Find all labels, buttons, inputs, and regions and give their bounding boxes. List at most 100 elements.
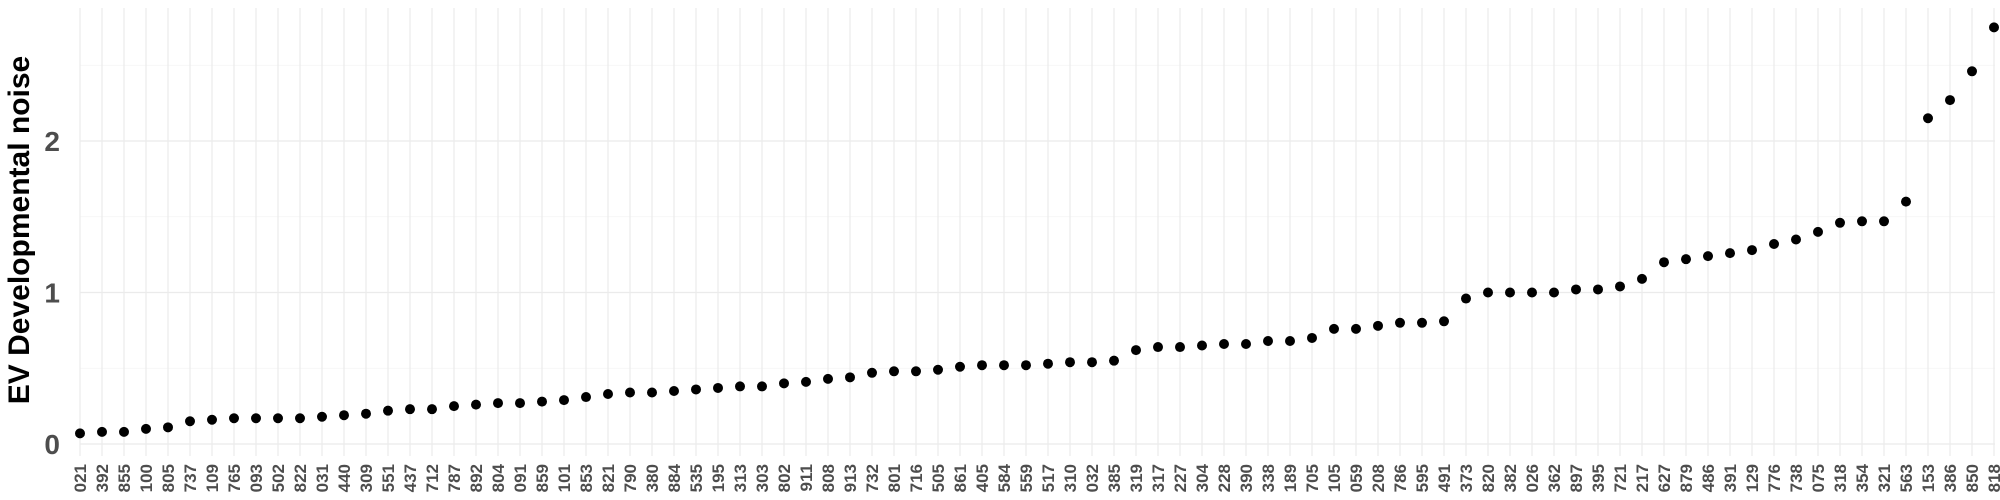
x-tick-label: 787: [445, 464, 464, 492]
x-tick-label: 227: [1171, 464, 1190, 492]
data-point: [361, 408, 371, 419]
data-point: [735, 381, 745, 392]
data-point: [1461, 293, 1471, 304]
x-tick-label: 850: [1963, 464, 1982, 492]
data-point: [1153, 342, 1163, 353]
data-point: [1615, 281, 1625, 292]
x-tick-label: 317: [1149, 464, 1168, 492]
x-tick-label: 390: [1237, 464, 1256, 492]
data-point: [1835, 217, 1845, 228]
x-tick-label: 304: [1193, 463, 1212, 492]
x-tick-label: 716: [907, 464, 926, 492]
data-point: [273, 413, 283, 424]
x-tick-label: 486: [1699, 464, 1718, 492]
x-tick-label: 338: [1259, 464, 1278, 492]
x-tick-label: 395: [1589, 464, 1608, 492]
x-tick-label: 505: [929, 464, 948, 492]
data-point: [185, 416, 195, 427]
x-tick-label: 440: [335, 464, 354, 492]
x-tick-label: 313: [731, 464, 750, 492]
data-point: [295, 413, 305, 424]
data-point: [1373, 320, 1383, 331]
data-point: [1065, 357, 1075, 368]
x-tick-label: 790: [621, 464, 640, 492]
x-tick-label: 861: [951, 464, 970, 492]
x-tick-label: 563: [1897, 464, 1916, 492]
data-point: [1197, 340, 1207, 351]
data-point: [471, 399, 481, 410]
x-tick-label: 786: [1391, 464, 1410, 492]
x-tick-label: 321: [1875, 464, 1894, 492]
data-point: [1527, 287, 1537, 298]
x-tick-label: 808: [819, 464, 838, 492]
x-tick-label: 853: [577, 464, 596, 492]
x-tick-label: 627: [1655, 464, 1674, 492]
x-tick-label: 535: [687, 464, 706, 492]
data-point: [845, 372, 855, 383]
data-point: [823, 373, 833, 384]
x-tick-label: 303: [753, 464, 772, 492]
data-point: [449, 401, 459, 412]
data-point: [1571, 284, 1581, 295]
x-tick-label: 386: [1941, 464, 1960, 492]
data-point: [229, 413, 239, 424]
x-tick-label: 737: [181, 464, 200, 492]
x-tick-label: 318: [1831, 464, 1850, 492]
data-point: [1483, 287, 1493, 298]
x-tick-label: 765: [225, 464, 244, 492]
data-point: [999, 360, 1009, 371]
data-points: [75, 22, 1999, 439]
x-tick-label: 721: [1611, 464, 1630, 492]
data-point: [1967, 66, 1977, 77]
x-tick-label: 391: [1721, 464, 1740, 492]
y-axis-ticks: 0 1 2: [44, 126, 60, 460]
data-point: [317, 411, 327, 422]
x-tick-label: 855: [115, 464, 134, 492]
data-point: [1549, 287, 1559, 298]
x-tick-label: 309: [357, 464, 376, 492]
x-tick-label: 059: [1347, 464, 1366, 492]
x-tick-label: 405: [973, 464, 992, 492]
data-point: [1043, 358, 1053, 369]
x-tick-label: 584: [995, 463, 1014, 492]
data-point: [691, 384, 701, 395]
x-tick-label: 091: [511, 464, 530, 492]
x-tick-label: 354: [1853, 463, 1872, 492]
x-tick-label: 026: [1523, 464, 1542, 492]
data-point: [933, 364, 943, 375]
x-tick-label: 362: [1545, 464, 1564, 492]
data-point: [141, 423, 151, 434]
data-point: [251, 413, 261, 424]
data-point: [1637, 273, 1647, 284]
x-axis-ticks: 021 392 855 100 805 737 109 765 093 502 822 031 440 3…: [71, 463, 2000, 492]
data-point: [889, 366, 899, 377]
x-tick-label: 109: [203, 464, 222, 492]
data-point: [383, 405, 393, 416]
x-tick-label: 884: [665, 463, 684, 492]
x-tick-label: 859: [533, 464, 552, 492]
data-point: [1417, 317, 1427, 328]
x-tick-label: 093: [247, 464, 266, 492]
data-point: [801, 376, 811, 387]
data-point: [515, 398, 525, 409]
data-point: [1747, 245, 1757, 256]
data-point: [339, 410, 349, 421]
x-tick-label: 392: [93, 464, 112, 492]
x-tick-label: 491: [1435, 464, 1454, 492]
x-tick-label: 559: [1017, 464, 1036, 492]
data-point: [559, 395, 569, 406]
x-tick-label: 705: [1303, 464, 1322, 492]
x-tick-label: 776: [1765, 464, 1784, 492]
data-point: [603, 389, 613, 400]
data-point: [625, 387, 635, 398]
data-point: [537, 396, 547, 407]
data-point: [1395, 317, 1405, 328]
data-point: [1351, 323, 1361, 334]
x-tick-label: 820: [1479, 464, 1498, 492]
data-point: [1109, 355, 1119, 366]
x-tick-label: 732: [863, 464, 882, 492]
y-axis-label: EV Developmental noise: [3, 56, 36, 404]
x-tick-label: 385: [1105, 464, 1124, 492]
data-point: [581, 392, 591, 403]
